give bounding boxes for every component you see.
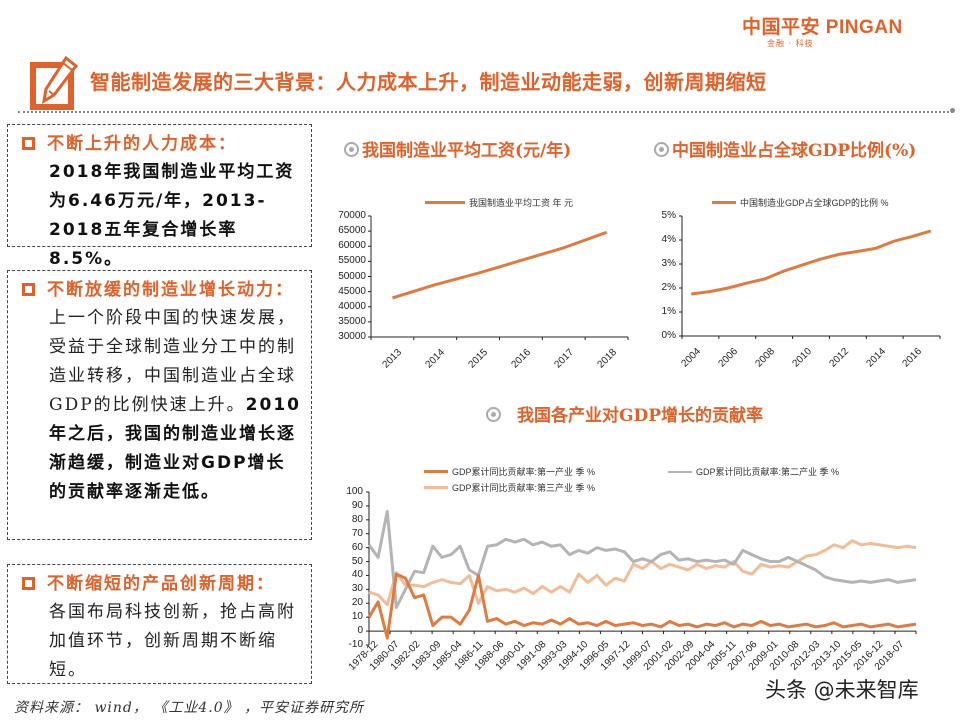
legend-swatch <box>424 470 448 473</box>
logo-text: 中国平安 PINGAN <box>742 16 903 38</box>
y-tick-label: 0 <box>357 625 363 637</box>
box-body: 上一个阶段中国的快速发展，受益于全球制造业分工中的制造业转移，中国制造业占全球G… <box>49 308 301 502</box>
box-body: 各国布局科技创新，抢占高附加值环节，创新周期不断缩短。 <box>49 602 296 680</box>
series-line-1 <box>367 572 917 640</box>
y-tick-label: -10 <box>348 639 363 650</box>
box-innovation-cycle: 不断缩短的产品创新周期： 各国布局科技创新，抢占高附加值环节，创新周期不断缩短。 <box>7 564 312 684</box>
y-tick-label: 5% <box>661 210 676 221</box>
legend-swatch <box>668 470 692 473</box>
series-line <box>691 229 932 296</box>
y-tick-label: 50000 <box>338 270 366 282</box>
y-tick-label: 60000 <box>338 240 366 252</box>
series-line <box>391 230 608 300</box>
square-bullet-icon <box>22 577 35 590</box>
y-tick-label: 80 <box>351 513 363 525</box>
y-tick-label: 55000 <box>338 255 366 267</box>
y-tick-label: 30000 <box>338 331 366 342</box>
y-tick-label: 40 <box>351 569 363 581</box>
box-body: 2018年我国制造业平均工资为6.46万元/年，2013-2018五年复合增长率… <box>49 162 295 269</box>
legend-swatch <box>712 201 736 204</box>
legend-primary-industry: GDP累计同比贡献率:第一产业 季 % <box>424 465 595 478</box>
logo-subtitle: 金融 · 科技 <box>767 39 814 48</box>
legend-secondary-industry: GDP累计同比贡献率:第二产业 季 % <box>668 465 839 478</box>
square-bullet-icon <box>22 137 35 150</box>
legend-swatch <box>424 486 448 489</box>
y-tick-label: 40000 <box>338 300 366 312</box>
box-manufacturing-momentum: 不断放缓的制造业增长动力： 上一个阶段中国的快速发展，受益于全球制造业分工中的制… <box>7 270 312 540</box>
radio-bullet-icon <box>486 407 501 422</box>
chart-title-wages: 我国制造业平均工资(元/年) <box>344 136 571 161</box>
box-heading: 不断上升的人力成本： <box>18 130 303 158</box>
y-tick-label: 35000 <box>338 315 366 327</box>
legend-swatch <box>425 201 465 204</box>
box-heading: 不断缩短的产品创新周期： <box>18 570 303 598</box>
y-tick-label: 70 <box>351 527 363 539</box>
y-tick-label: 0% <box>661 330 676 341</box>
y-tick-label: 45000 <box>338 285 366 297</box>
legend-global-share: 中国制造业GDP占全球GDP的比例 % <box>712 196 889 209</box>
y-tick-label: 4% <box>661 234 676 245</box>
y-tick-label: 10 <box>351 611 363 623</box>
legend-tertiary-industry: GDP累计同比贡献率:第三产业 季 % <box>424 481 595 494</box>
y-tick-label: 65000 <box>338 225 366 237</box>
y-tick-label: 60 <box>351 541 363 553</box>
source-note: 资料来源： wind， 《工业4.0》 ，平安证券研究所 <box>14 700 365 716</box>
y-tick-label: 1% <box>661 306 676 317</box>
y-tick-label: 3% <box>661 258 676 269</box>
watermark: 头条 @未来智库 <box>765 678 919 702</box>
y-tick-label: 30 <box>351 583 363 595</box>
radio-bullet-icon <box>654 142 669 157</box>
divider-endpoint <box>950 108 955 113</box>
series-line-3 <box>368 539 917 607</box>
y-tick-label: 100 <box>346 486 363 497</box>
pencil-edit-icon <box>30 55 79 110</box>
radio-bullet-icon <box>344 142 359 157</box>
y-tick-label: 70000 <box>338 210 366 221</box>
box-labor-cost: 不断上升的人力成本： 2018年我国制造业平均工资为6.46万元/年，2013-… <box>7 124 312 269</box>
chart-title-global-share: 中国制造业占全球GDP比例(%) <box>654 136 916 161</box>
square-bullet-icon <box>22 283 35 296</box>
chart-title-gdp-contribution: 我国各产业对GDP增长的贡献率 <box>486 401 763 426</box>
legend-wages: 我国制造业平均工资 年 元 <box>425 196 573 209</box>
pingan-logo: 中国平安 PINGAN 金融 · 科技 <box>742 12 942 52</box>
y-tick-label: 90 <box>351 499 363 511</box>
y-tick-label: 2% <box>661 282 676 293</box>
box-heading: 不断放缓的制造业增长动力： <box>18 276 303 304</box>
series-line-2 <box>367 509 917 609</box>
page-title: 智能制造发展的三大背景：人力成本上升，制造业动能走弱，创新周期缩短 <box>90 70 767 94</box>
y-tick-label: 20 <box>351 597 363 609</box>
title-divider <box>18 111 953 113</box>
y-tick-label: 50 <box>351 555 363 567</box>
